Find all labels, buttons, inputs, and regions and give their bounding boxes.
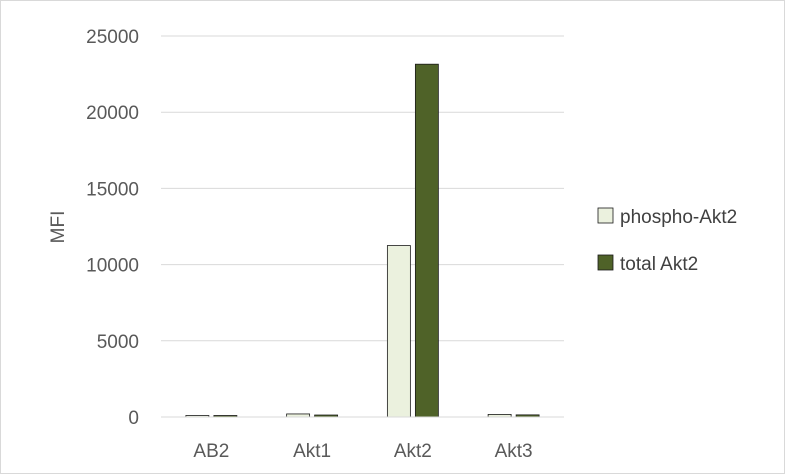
legend-swatch — [597, 254, 614, 271]
x-tick-label: AB2 — [193, 441, 229, 462]
y-tick-label: 20000 — [86, 103, 139, 124]
y-tick-label: 0 — [128, 408, 139, 429]
legend-label: total Akt2 — [620, 254, 698, 275]
y-tick-label: 10000 — [86, 256, 139, 277]
legend: phospho-Akt2 total Akt2 — [597, 207, 737, 275]
y-axis-title: MFI — [48, 211, 69, 244]
y-tick-label: 5000 — [97, 332, 139, 353]
gridlines — [161, 35, 564, 342]
y-tick-label: 15000 — [86, 179, 139, 200]
x-tick-labels: AB2 Akt1 Akt2 Akt3 — [193, 441, 532, 462]
y-tick-labels: 0 5000 10000 15000 20000 25000 — [86, 27, 139, 429]
legend-label: phospho-Akt2 — [620, 207, 737, 228]
y-tick-label: 25000 — [86, 27, 139, 48]
x-tick-label: Akt2 — [394, 441, 432, 462]
x-tick-label: Akt3 — [495, 441, 533, 462]
legend-swatch — [597, 207, 614, 224]
bars — [185, 63, 540, 418]
bar-phospho-akt2-akt2 — [386, 245, 411, 418]
x-tick-label: Akt1 — [293, 441, 331, 462]
bar-total-akt2-akt2 — [414, 63, 439, 418]
